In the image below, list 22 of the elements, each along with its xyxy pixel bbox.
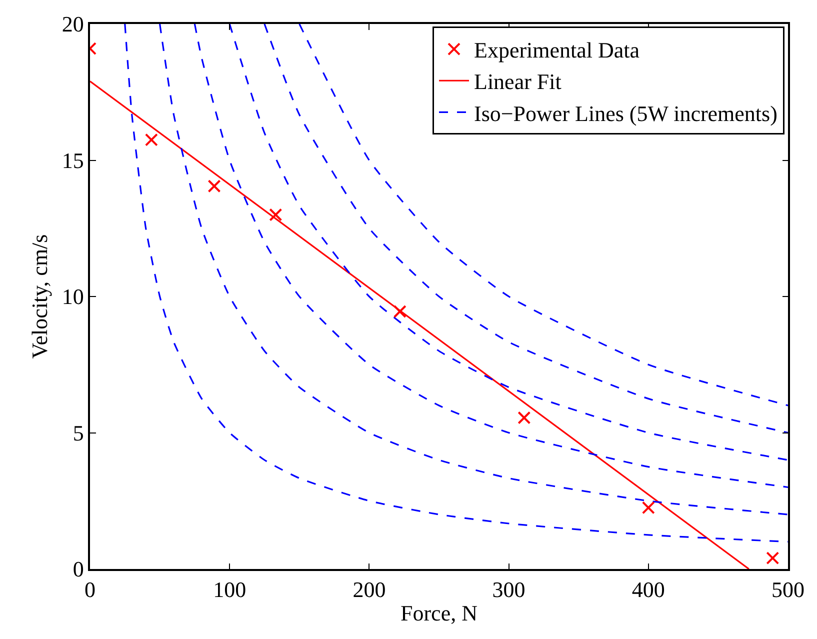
point [208,180,221,193]
point [144,133,158,146]
x-axis-title: Force, N [400,600,478,626]
legend-label: Iso−Power Lines (5W increments) [474,100,778,126]
point [518,411,531,424]
point [393,304,406,318]
x-tick-label: 100 [213,577,246,602]
y-tick-label: 15 [62,148,84,173]
legend-label: Experimental Data [474,38,640,63]
x-tick-label: 200 [352,577,386,602]
y-tick-label: 20 [62,12,84,37]
y-tick-label: 5 [72,420,84,446]
point [269,208,282,222]
x-tick-label: 300 [492,577,526,602]
y-tick-label: 0 [72,556,84,582]
legend-label: Linear Fit [474,69,562,94]
point [642,501,655,514]
x-tick-label: 500 [772,577,804,602]
y-axis-title: Velocity, cm/s [27,234,52,359]
x-tick-label: 400 [632,577,665,602]
point [766,552,780,565]
y-tick-label: 10 [62,284,84,310]
